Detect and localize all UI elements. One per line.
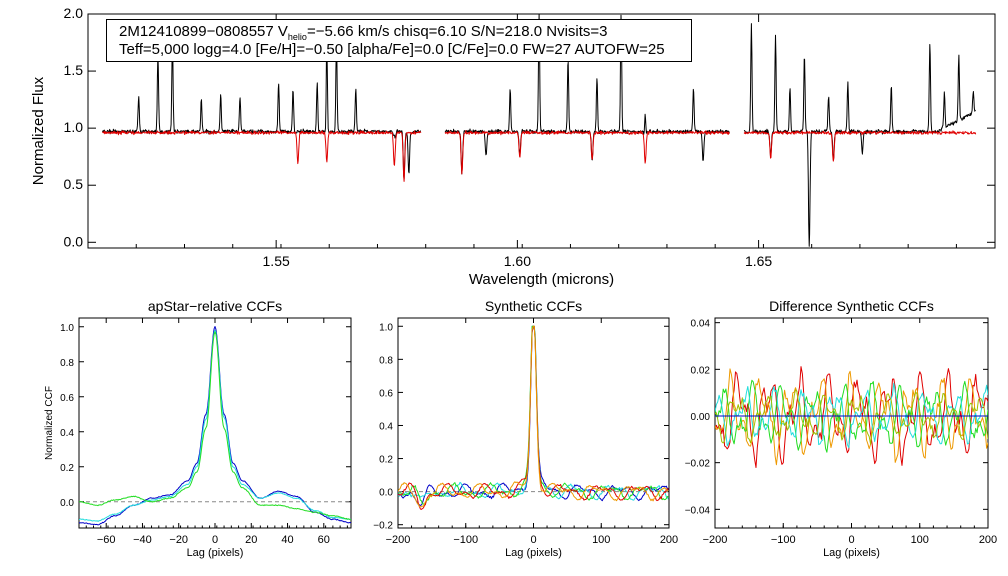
synthetic_ccf-xtick-label: 100: [592, 534, 610, 546]
synthetic_ccf-ytick-label: 0.0: [379, 488, 393, 499]
apstar_ccf-ylabel: Normalized CCF: [44, 386, 55, 460]
apstar_ccf-ytick-label: 0.0: [60, 498, 74, 509]
apstar_ccf-axes: [78, 317, 352, 529]
difference_ccf-ytick-label: 0.02: [691, 365, 711, 376]
difference_ccf-title: Difference Synthetic CCFs: [769, 298, 934, 314]
spectrum-xtick-label: 1.55: [263, 253, 290, 269]
spectrum-frame: [87, 13, 996, 249]
apstar_ccf-xtick-label: 60: [318, 534, 330, 546]
difference_ccf-ytick-label: 0.00: [691, 412, 711, 423]
difference-ccf-visit-4: [715, 382, 988, 449]
spectrum-ylabel: Normalized Flux: [30, 76, 47, 185]
synthetic-ccf-visit-2: [398, 325, 669, 501]
synthetic_ccf-title: Synthetic CCFs: [485, 298, 582, 314]
difference_ccf-xtick-label: 200: [979, 534, 997, 546]
synthetic_ccf-ytick-label: 0.6: [379, 388, 393, 399]
synthetic_ccf-frame: [397, 317, 670, 529]
synthetic-ccf-visit-3: [398, 325, 669, 505]
synthetic_ccf-ytick-label: 0.2: [379, 455, 393, 466]
star-id: 2M12410899−0808557: [119, 23, 274, 40]
synthetic_ccf-ytick-label: −0.2: [373, 521, 393, 532]
apstar_ccf-xtick-label: 0: [212, 534, 218, 546]
synthetic-ccf-visit-5: [398, 325, 669, 508]
apstar_ccf-title: apStar−relative CCFs: [148, 298, 282, 314]
difference-ccf-visit-2: [715, 368, 988, 466]
apstar_ccf-frame: [78, 317, 352, 529]
difference_ccf-ytick-label: −0.04: [685, 505, 711, 516]
synthetic-ccf-visit-1: [398, 325, 669, 506]
vhelio-label: V: [277, 23, 288, 40]
difference_ccf-xtick-label: −200: [703, 534, 728, 546]
apstar_ccf-ytick-label: 0.4: [60, 428, 74, 439]
spectrum-ytick-label: 0.5: [64, 176, 84, 192]
apstar_ccf-xtick-label: −60: [97, 534, 116, 546]
difference_ccf-xtick-label: −100: [771, 534, 796, 546]
vhelio-sub: helio: [287, 32, 307, 42]
apstar_ccf-xtick-label: 40: [281, 534, 293, 546]
synthetic_ccf-ytick-label: 1.0: [379, 322, 393, 333]
apstar_ccf-xlabel: Lag (pixels): [187, 547, 244, 559]
difference_ccf-ytick-label: −0.02: [685, 459, 711, 470]
difference_ccf-xtick-label: 100: [911, 534, 929, 546]
spectrum-xlabel: Wavelength (microns): [469, 271, 614, 288]
apstar_ccf-ytick-label: 1.0: [60, 323, 74, 334]
spectrum-observed-line: [444, 14, 730, 175]
difference_ccf-xlabel: Lag (pixels): [823, 547, 880, 559]
difference_ccf-ytick-label: 0.04: [691, 319, 711, 330]
apstar_ccf-ytick-label: 0.6: [60, 393, 74, 404]
info-box: 2M12410899−0808557 Vhelio=−5.66 km/s chi…: [106, 19, 692, 62]
spectrum-fit-line: [743, 130, 977, 162]
spectrum-xtick-label: 1.60: [504, 253, 531, 269]
difference_ccf-frame: [714, 317, 989, 529]
spectrum-fit-line: [444, 130, 730, 175]
info-line-1-rest: =−5.66 km/s chisq=6.10 S/N=218.0 Nvisits…: [306, 23, 608, 40]
spectrum-ytick-label: 1.5: [64, 62, 84, 78]
spectrum-ytick-label: 1.0: [64, 119, 84, 135]
apstar_ccf-xtick-label: −20: [169, 534, 188, 546]
difference_ccf-xtick-label: 0: [848, 534, 854, 546]
apstar_ccf-xtick-label: 20: [245, 534, 257, 546]
synthetic_ccf-xtick-label: −100: [453, 534, 478, 546]
apstar_ccf-ytick-label: 0.2: [60, 463, 74, 474]
info-line-1: 2M12410899−0808557 Vhelio=−5.66 km/s chi…: [119, 24, 608, 45]
difference-ccf-visit-5: [715, 389, 988, 445]
synthetic_ccf-axes: [397, 317, 670, 529]
synthetic_ccf-xtick-label: 0: [530, 534, 536, 546]
apstar-ccf-visit-2: [79, 329, 351, 522]
apstar-ccf-visit-1: [79, 326, 351, 526]
synthetic-ccf-visit-4: [398, 325, 669, 510]
spectrum-observed-line: [743, 23, 976, 247]
difference-ccf-visit-1: [715, 366, 988, 468]
synthetic_ccf-xtick-label: −200: [386, 534, 411, 546]
spectrum-ytick-label: 0.0: [64, 233, 84, 249]
spectrum-xtick-label: 1.65: [745, 253, 772, 269]
apstar_ccf-ytick-label: 0.8: [60, 358, 74, 369]
info-line-2: Teff=5,000 logg=4.0 [Fe/H]=−0.50 [alpha/…: [119, 41, 665, 58]
synthetic_ccf-ytick-label: 0.8: [379, 355, 393, 366]
apstar-ccf-visit-3: [79, 331, 351, 521]
apstar_ccf-xtick-label: −40: [133, 534, 152, 546]
spectrum-fit-line: [102, 130, 422, 182]
spectrum-ytick-label: 2.0: [64, 5, 84, 21]
synthetic_ccf-xtick-label: 200: [660, 534, 678, 546]
synthetic_ccf-ytick-label: 0.4: [379, 421, 393, 432]
difference_ccf-axes: [714, 317, 989, 529]
synthetic_ccf-xlabel: Lag (pixels): [505, 547, 562, 559]
